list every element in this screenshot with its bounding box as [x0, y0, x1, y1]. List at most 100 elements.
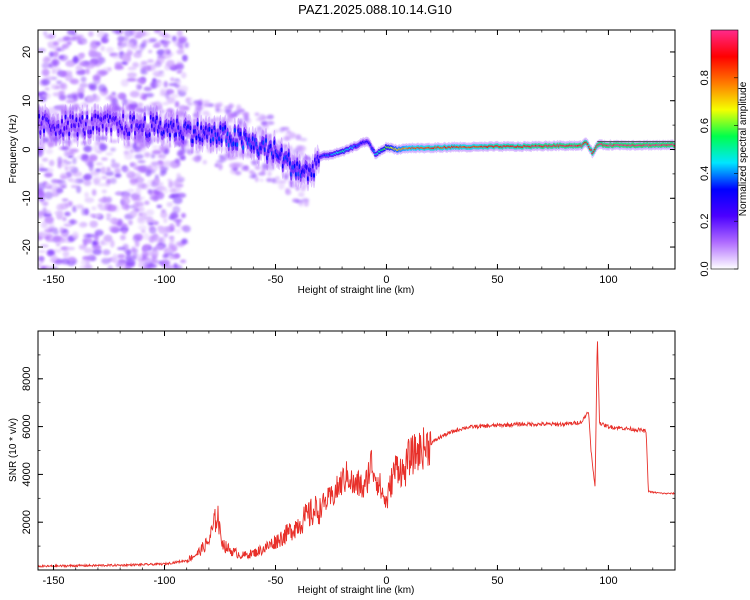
- spectrogram-speckle: [85, 68, 90, 75]
- spectrogram-y-tick-label: 20: [21, 46, 33, 58]
- spectrogram-speckle: [72, 137, 78, 143]
- spectrogram-speckle: [144, 200, 150, 206]
- spectrogram-speckle: [46, 107, 57, 115]
- spectrogram-speckle: [161, 226, 171, 233]
- spectrogram-speckle: [105, 96, 111, 101]
- spectrogram-speckle: [129, 162, 138, 168]
- spectrogram-ridge-core: [290, 171, 293, 177]
- spectrogram-speckle: [95, 168, 102, 173]
- spectrogram-speckle: [100, 166, 107, 175]
- spectrogram-speckle: [153, 221, 159, 226]
- spectrogram-speckle: [101, 189, 107, 194]
- spectrogram-ridge-core: [287, 152, 290, 158]
- spectrogram-speckle: [160, 211, 168, 219]
- spectrogram-speckle: [79, 82, 88, 89]
- spectrogram-speckle: [91, 189, 97, 196]
- spectrogram-speckle: [148, 49, 153, 54]
- spectrogram-speckle: [92, 103, 100, 109]
- spectrogram-speckle: [41, 62, 50, 69]
- spectrogram-speckle: [186, 149, 193, 154]
- spectrogram-speckle: [286, 130, 292, 134]
- spectrogram-speckle: [159, 87, 167, 94]
- spectrogram-ridge-core: [159, 120, 162, 126]
- spectrogram-speckle: [121, 196, 131, 205]
- spectrogram-ridge-core: [251, 136, 254, 142]
- spectrogram-speckle: [176, 70, 183, 74]
- spectrogram-ridge-core: [172, 122, 175, 128]
- spectrogram-speckle: [89, 155, 98, 162]
- spectrogram-speckle: [157, 160, 164, 165]
- spectrogram-speckle: [255, 117, 263, 122]
- spectrogram-speckle: [92, 144, 99, 152]
- spectrogram-speckle: [161, 208, 166, 213]
- spectrogram-speckle: [122, 228, 127, 235]
- spectrogram-ridge-core: [91, 116, 93, 122]
- spectrogram-speckle: [143, 233, 150, 241]
- spectrogram-speckle: [64, 73, 74, 82]
- spectrogram-speckle: [135, 176, 145, 184]
- spectrogram-speckle: [143, 243, 152, 249]
- spectrogram-speckle: [235, 171, 242, 176]
- spectrogram-speckle: [38, 191, 46, 198]
- spectrogram-speckle: [121, 98, 128, 106]
- spectrogram-speckle: [198, 98, 204, 106]
- spectrogram-speckle: [98, 57, 106, 64]
- spectrogram-speckle: [117, 45, 124, 51]
- spectrogram-speckle: [67, 151, 75, 155]
- spectrogram-ridge-core: [195, 135, 198, 141]
- spectrogram-speckle: [155, 73, 165, 77]
- spectrogram-speckle: [103, 234, 113, 243]
- spectrogram-ridge-core: [64, 114, 67, 120]
- spectrogram-speckle: [83, 179, 92, 187]
- spectrogram-speckle: [176, 150, 184, 157]
- spectrogram-speckle: [88, 31, 94, 37]
- spectrogram-speckle: [56, 203, 64, 212]
- spectrogram-speckle: [157, 191, 164, 200]
- spectrogram-speckle: [196, 144, 203, 150]
- spectrogram-speckle: [42, 57, 51, 64]
- spectrogram-speckle: [70, 179, 79, 184]
- spectrogram-speckle: [58, 55, 65, 60]
- spectrogram-ridge-core: [272, 154, 275, 160]
- spectrogram-speckle: [166, 96, 176, 104]
- spectrogram-speckle: [61, 198, 69, 202]
- spectrogram-ridge-core: [76, 132, 79, 137]
- spectrogram-speckle: [298, 201, 304, 207]
- spectrogram-speckle: [153, 235, 163, 243]
- spectrogram-ridge-core: [211, 128, 213, 134]
- spectrogram-speckle: [53, 111, 60, 118]
- spectrogram-speckle: [38, 231, 48, 238]
- spectrogram-speckle: [38, 182, 46, 191]
- spectrogram-speckle: [48, 141, 55, 148]
- spectrogram-speckle: [134, 153, 144, 160]
- spectrogram-speckle: [86, 233, 96, 238]
- spectrogram-speckle: [135, 83, 142, 91]
- spectrogram-speckle: [194, 108, 201, 115]
- spectrogram-ridge-core: [92, 125, 95, 131]
- spectrogram-speckle: [67, 154, 74, 159]
- spectrogram-speckle: [84, 197, 95, 203]
- spectrogram-speckle: [91, 240, 98, 247]
- spectrogram-speckle: [51, 58, 61, 67]
- spectrogram-ridge-core: [89, 129, 92, 135]
- spectrogram-ridge-core: [100, 117, 103, 123]
- spectrogram-speckle: [179, 156, 186, 161]
- spectrogram-ridge-core: [67, 120, 69, 126]
- spectrogram-ridge-core: [155, 115, 158, 121]
- spectrogram-speckle: [169, 188, 177, 193]
- spectrogram-speckle: [78, 53, 85, 59]
- spectrogram-speckle: [143, 86, 153, 92]
- spectrogram-speckle: [160, 259, 171, 267]
- spectrogram-speckle: [149, 226, 157, 234]
- spectrogram-speckle: [145, 38, 152, 44]
- spectrogram-speckle: [91, 206, 97, 211]
- snr-x-tick-label: 50: [491, 575, 503, 587]
- spectrogram-speckle: [175, 264, 183, 269]
- spectrogram-speckle: [230, 149, 236, 154]
- spectrogram-speckle: [162, 101, 170, 106]
- spectrogram-speckle: [60, 45, 65, 52]
- spectrogram-speckle: [157, 104, 163, 111]
- spectrogram-ridge-core: [305, 165, 308, 170]
- spectrogram-ridge-core: [189, 125, 192, 131]
- spectrogram-ridge-core: [143, 116, 146, 121]
